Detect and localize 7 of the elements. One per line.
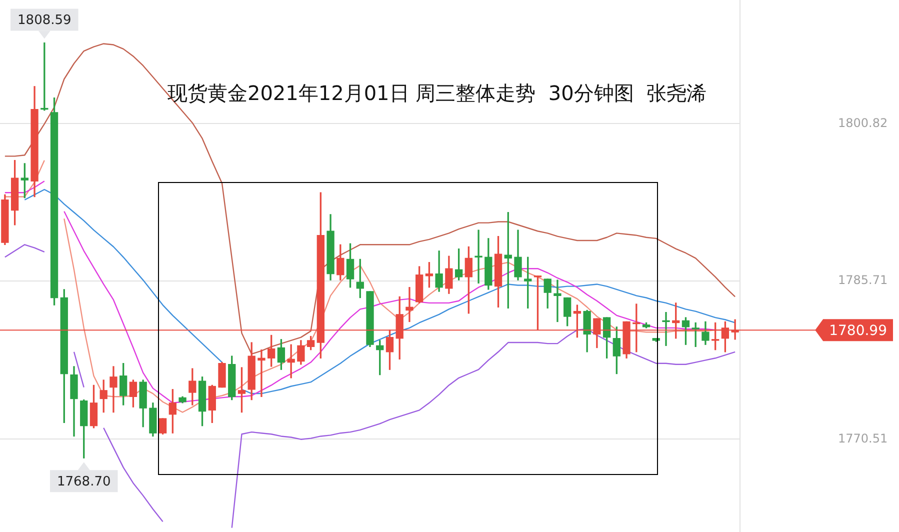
- annotation: 1768.70: [56, 474, 111, 490]
- y-tick-label: 1785.71: [838, 273, 888, 288]
- y-tick-label: 1770.51: [838, 431, 888, 446]
- annotation: 1808.59: [18, 13, 72, 28]
- text: 现货黄金2021年12月01日 周三整体走势 30分钟图 张尧浠: [166, 80, 708, 107]
- y-tick-label: 1800.82: [838, 116, 888, 130]
- ref-line-label: 1780.99: [829, 322, 888, 339]
